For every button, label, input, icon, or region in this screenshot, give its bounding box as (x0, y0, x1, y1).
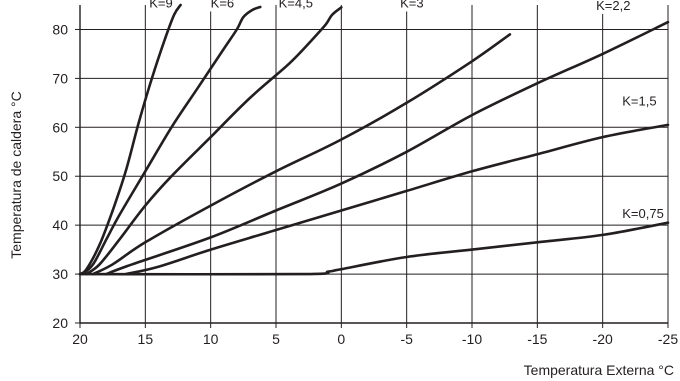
x-tick-label: 20 (72, 331, 88, 347)
y-tick-label: 40 (52, 217, 68, 233)
curve-k-3 (91, 33, 512, 276)
curve-label-backdrop (398, 0, 426, 12)
x-tick-label: 0 (337, 331, 345, 347)
curve-k-0-75 (78, 221, 670, 276)
curve-label-backdrop (594, 0, 633, 14)
x-axis-title: Temperatura Externa °C (524, 362, 674, 378)
curve-k-6 (81, 5, 262, 276)
y-tick-label: 20 (52, 315, 68, 331)
curve-label-backdrop (620, 205, 666, 222)
curve-k-1-5 (124, 123, 670, 276)
curve-k-2-2 (104, 20, 670, 276)
grid-lines (80, 5, 669, 323)
curve-label: K=1,5 (622, 93, 656, 108)
y-tick-label: 60 (52, 119, 68, 135)
x-tick-label: -15 (527, 331, 547, 347)
x-tick-label: -25 (658, 331, 678, 347)
x-tick-label: -10 (462, 331, 482, 347)
x-tick-label: 10 (203, 331, 219, 347)
y-tick-label: 70 (52, 70, 68, 86)
y-tick-label: 50 (52, 168, 68, 184)
curve-label-backdrop (276, 0, 315, 12)
curve-label: K=3 (400, 0, 424, 10)
curve-label-backdrop (147, 0, 175, 12)
axes (75, 5, 669, 328)
y-tick-labels: 20 30 40 50 60 70 80 (52, 21, 68, 331)
curve-k-4-5 (85, 6, 343, 276)
curve-label: K=4,5 (279, 0, 313, 10)
curve-labels: K=9 K=6 K=4,5 K=3 K=2,2 K=1,5 K=0,75 (147, 0, 666, 222)
y-tick-label: 30 (52, 266, 68, 282)
heating-curves (78, 3, 670, 276)
x-tick-labels: 20 15 10 5 0 -5 -10 -15 -20 -25 (72, 331, 678, 347)
curve-label: K=0,75 (622, 206, 664, 221)
curve-label-backdrop (208, 0, 237, 12)
x-tick-label: -20 (593, 331, 613, 347)
x-tick-label: 15 (138, 331, 154, 347)
curve-label: K=9 (149, 0, 173, 10)
curve-k-9 (78, 3, 182, 276)
y-axis-title: Temperatura de caldera °C (8, 91, 24, 258)
curve-label-backdrop (620, 93, 659, 110)
curve-label: K=6 (211, 0, 235, 10)
curve-label: K=2,2 (596, 0, 630, 13)
x-tick-label: -5 (400, 331, 413, 347)
x-tick-label: 5 (272, 331, 280, 347)
y-tick-label: 80 (52, 21, 68, 37)
